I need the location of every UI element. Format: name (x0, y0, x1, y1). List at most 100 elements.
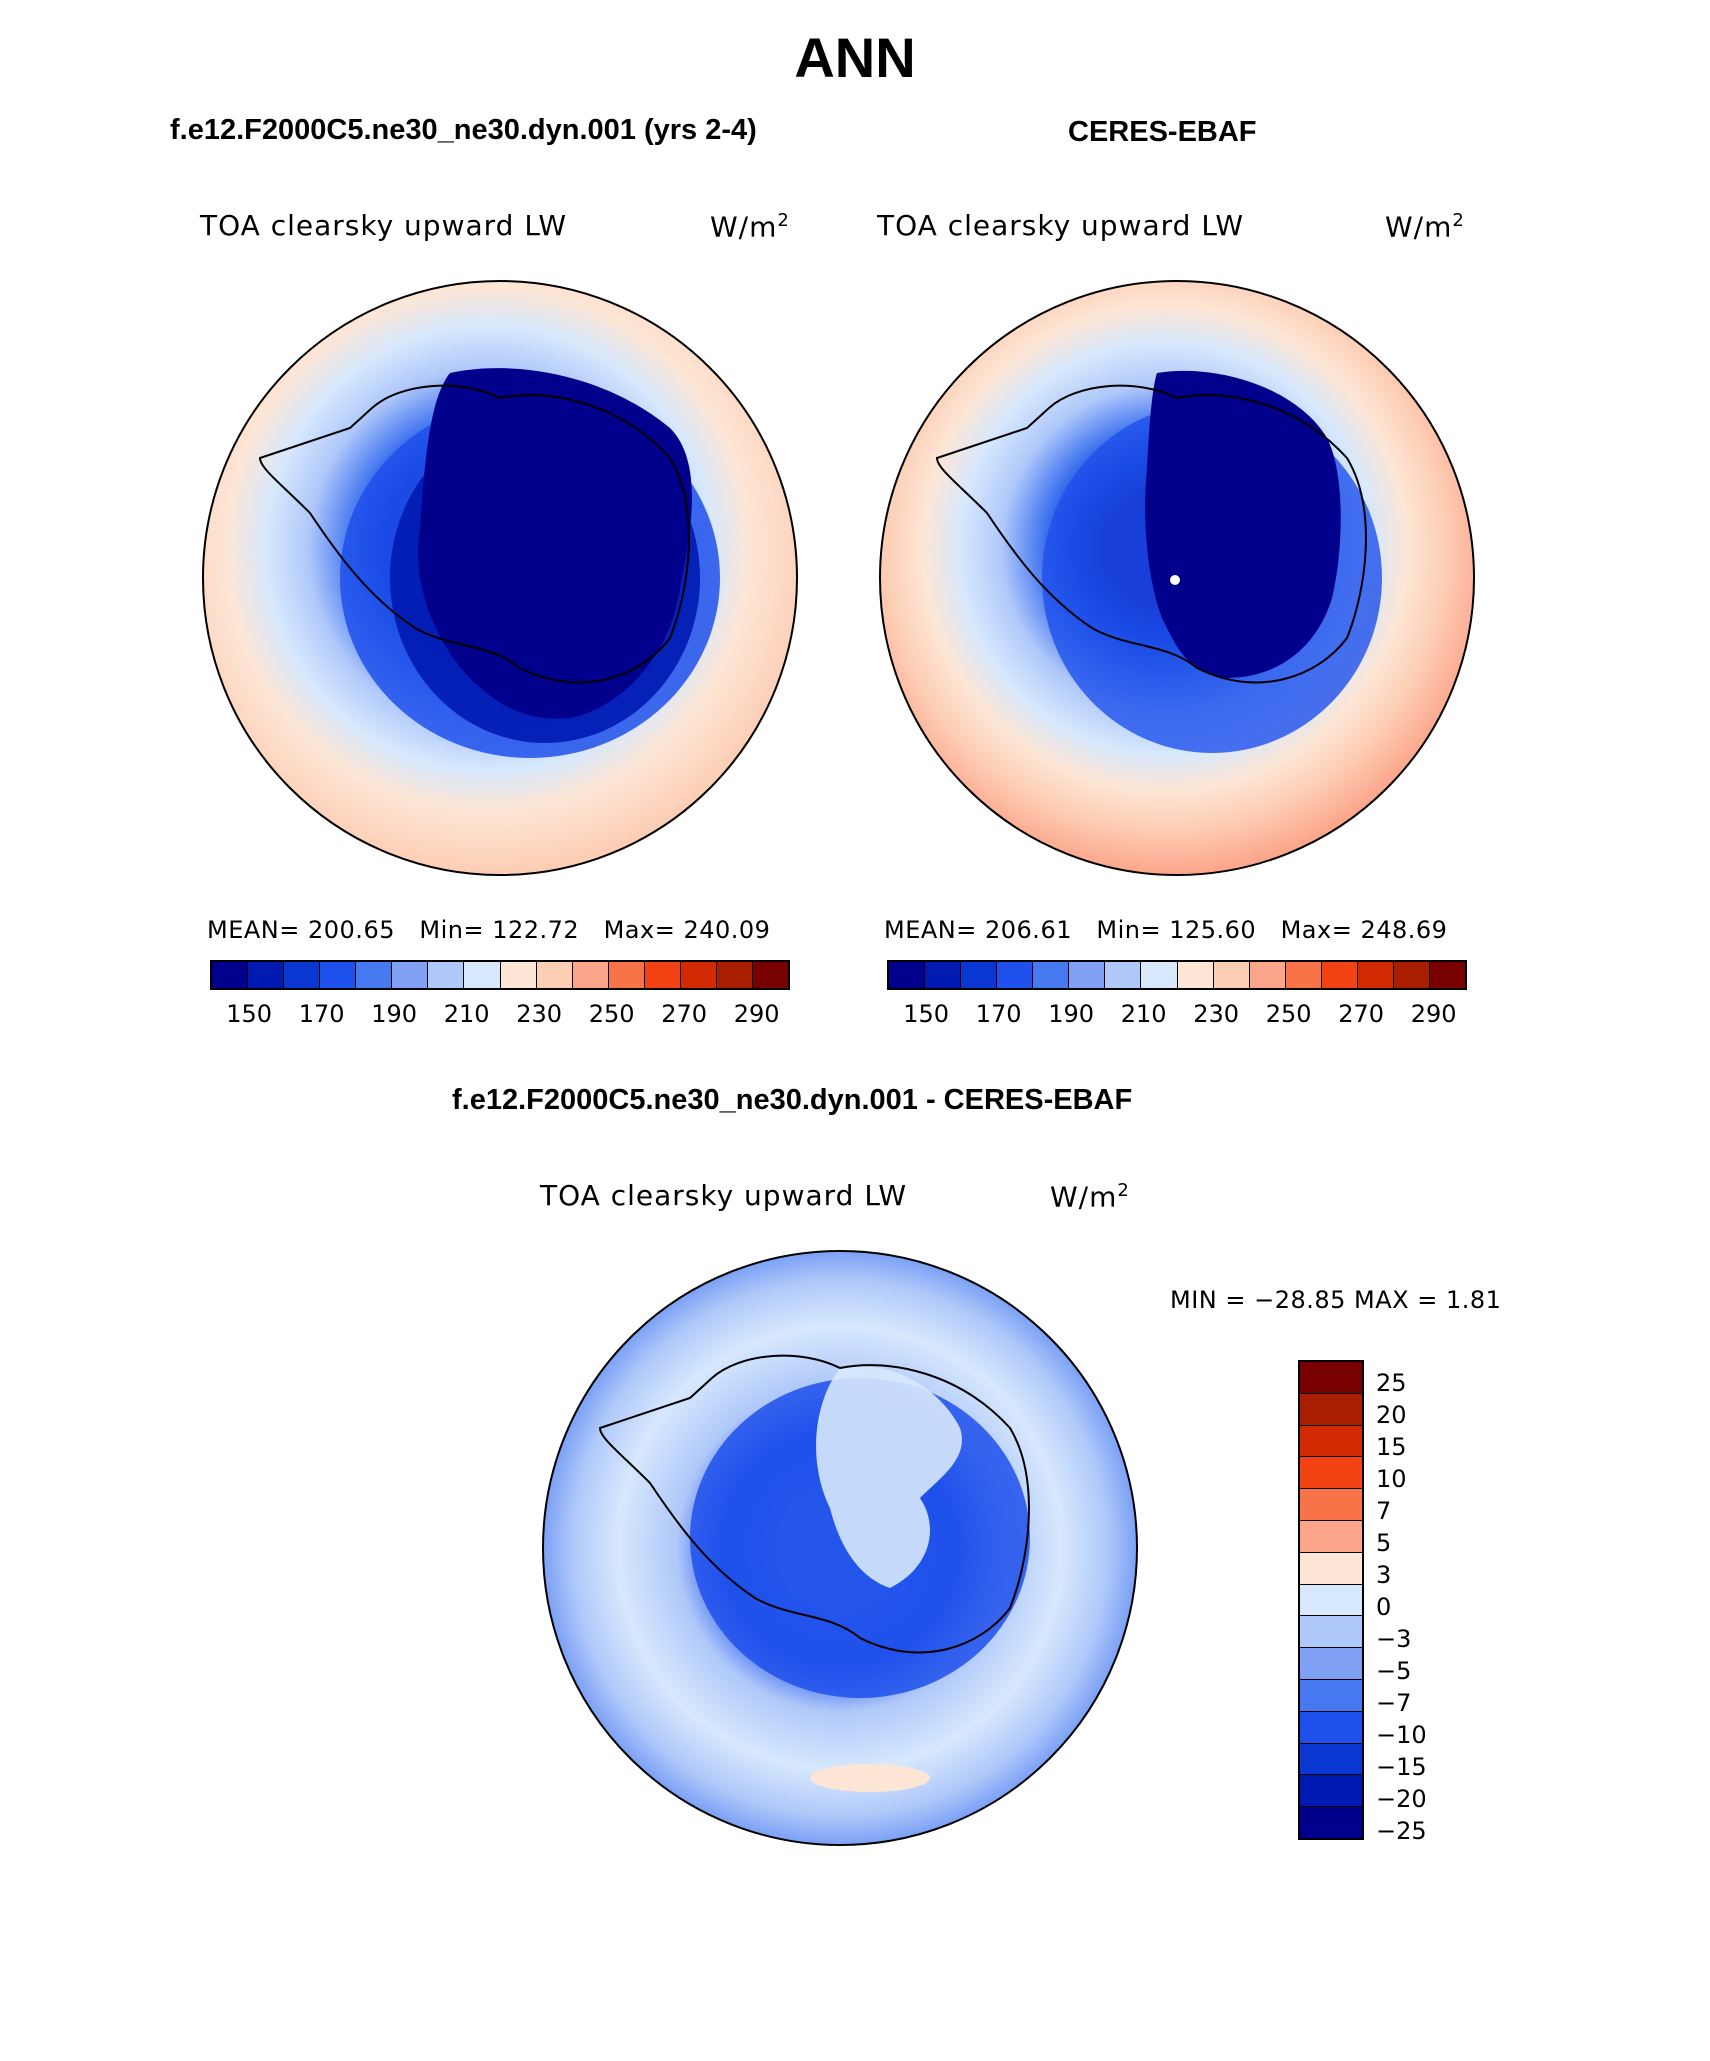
colorbar-swatch (1300, 1584, 1362, 1617)
colorbar-swatch (464, 962, 501, 988)
left-stats: MEAN= 200.65 Min= 122.72 Max= 240.09 (207, 916, 771, 944)
main-title: ANN (794, 26, 916, 89)
colorbar-swatch (1300, 1775, 1362, 1808)
colorbar-tick-label: −3 (1376, 1625, 1412, 1653)
colorbar-swatch (644, 962, 681, 988)
right-polar-map (879, 280, 1475, 876)
colorbar-swatch (680, 962, 717, 988)
colorbar-tick-label: 3 (1376, 1561, 1392, 1589)
left-coastline (258, 384, 690, 684)
colorbar-swatch (284, 962, 321, 988)
colorbar-swatch (1141, 962, 1178, 988)
left-colorbar (210, 960, 790, 990)
left-case-title: f.e12.F2000C5.ne30_ne30.dyn.001 (yrs 2-4… (170, 114, 757, 146)
diff-colorbar (1298, 1360, 1364, 1840)
colorbar-tick-label: 270 (1338, 1000, 1385, 1028)
colorbar-swatch (716, 962, 753, 988)
colorbar-swatch (1300, 1489, 1362, 1521)
colorbar-swatch (1300, 1552, 1362, 1585)
colorbar-swatch (320, 962, 357, 988)
colorbar-swatch (961, 962, 998, 988)
colorbar-swatch (608, 962, 645, 988)
colorbar-swatch (392, 962, 429, 988)
colorbar-swatch (536, 962, 573, 988)
colorbar-swatch (1300, 1648, 1362, 1680)
colorbar-swatch (889, 962, 926, 988)
colorbar-swatch (500, 962, 537, 988)
right-colorbar-ticks: 150 170 190 210 230 250 270 290 (887, 1002, 1467, 1032)
colorbar-swatch (1300, 1362, 1362, 1394)
colorbar-swatch (1300, 1807, 1362, 1838)
colorbar-tick-label: 190 (1048, 1000, 1095, 1028)
colorbar-swatch (356, 962, 393, 988)
right-colorbar (887, 960, 1467, 990)
colorbar-tick-label: 210 (443, 1000, 490, 1028)
colorbar-swatch (1213, 962, 1250, 988)
colorbar-swatch (1285, 962, 1322, 988)
colorbar-tick-label: 15 (1376, 1433, 1407, 1461)
colorbar-swatch (1300, 1616, 1362, 1649)
colorbar-tick-label: 20 (1376, 1401, 1407, 1429)
colorbar-tick-label: 10 (1376, 1465, 1407, 1493)
colorbar-swatch (1300, 1457, 1362, 1490)
right-units-label: W/m2 (1385, 210, 1465, 244)
right-stats: MEAN= 206.61 Min= 125.60 Max= 248.69 (884, 916, 1448, 944)
diff-variable-label: TOA clearsky upward LW (540, 1179, 908, 1212)
colorbar-tick-label: 250 (588, 1000, 635, 1028)
colorbar-swatch (1300, 1679, 1362, 1712)
colorbar-swatch (1300, 1711, 1362, 1744)
left-units-label: W/m2 (710, 210, 790, 244)
left-colorbar-ticks: 150 170 190 210 230 250 270 290 (210, 1002, 790, 1032)
colorbar-tick-label: −25 (1376, 1817, 1427, 1845)
diff-minmax: MIN = −28.85 MAX = 1.81 (1170, 1286, 1502, 1314)
colorbar-swatch (1105, 962, 1142, 988)
colorbar-swatch (1069, 962, 1106, 988)
colorbar-swatch (212, 962, 249, 988)
colorbar-tick-label: 190 (371, 1000, 418, 1028)
colorbar-tick-label: −5 (1376, 1657, 1412, 1685)
colorbar-tick-label: 7 (1376, 1497, 1392, 1525)
colorbar-tick-label: 210 (1120, 1000, 1167, 1028)
colorbar-tick-label: 270 (661, 1000, 708, 1028)
colorbar-swatch (925, 962, 962, 988)
colorbar-swatch (1300, 1520, 1362, 1553)
colorbar-swatch (428, 962, 465, 988)
colorbar-tick-label: 170 (975, 1000, 1022, 1028)
colorbar-swatch (572, 962, 609, 988)
right-coastline (935, 384, 1367, 684)
colorbar-swatch (1357, 962, 1394, 988)
left-variable-label: TOA clearsky upward LW (200, 209, 568, 242)
diff-units-label: W/m2 (1050, 1180, 1130, 1214)
colorbar-swatch (1429, 962, 1465, 988)
diff-polar-map (542, 1250, 1138, 1846)
colorbar-tick-label: 290 (733, 1000, 780, 1028)
colorbar-swatch (1033, 962, 1070, 988)
colorbar-tick-label: 290 (1410, 1000, 1457, 1028)
colorbar-tick-label: −7 (1376, 1689, 1412, 1717)
colorbar-tick-label: 150 (903, 1000, 950, 1028)
colorbar-swatch (1300, 1393, 1362, 1426)
colorbar-tick-label: 25 (1376, 1369, 1407, 1397)
colorbar-tick-label: −10 (1376, 1721, 1427, 1749)
diff-colorbar-ticks: 25 20 15 10 7 5 3 0 −3 −5 −7 −10 −15 −20 −25 (1376, 1360, 1496, 1845)
colorbar-tick-label: 5 (1376, 1529, 1392, 1557)
colorbar-swatch (248, 962, 285, 988)
colorbar-swatch (1177, 962, 1214, 988)
right-map-pole-dot (1170, 575, 1180, 585)
colorbar-tick-label: −20 (1376, 1785, 1427, 1813)
diff-coastline (598, 1354, 1030, 1654)
colorbar-tick-label: 230 (1193, 1000, 1240, 1028)
right-variable-label: TOA clearsky upward LW (877, 209, 1245, 242)
colorbar-tick-label: −15 (1376, 1753, 1427, 1781)
colorbar-tick-label: 230 (516, 1000, 563, 1028)
colorbar-swatch (1300, 1425, 1362, 1458)
colorbar-swatch (752, 962, 788, 988)
colorbar-swatch (1249, 962, 1286, 988)
colorbar-swatch (1393, 962, 1430, 988)
left-polar-map (202, 280, 798, 876)
colorbar-swatch (1300, 1743, 1362, 1776)
colorbar-tick-label: 150 (226, 1000, 273, 1028)
colorbar-swatch (997, 962, 1034, 988)
colorbar-swatch (1321, 962, 1358, 988)
colorbar-tick-label: 170 (298, 1000, 345, 1028)
